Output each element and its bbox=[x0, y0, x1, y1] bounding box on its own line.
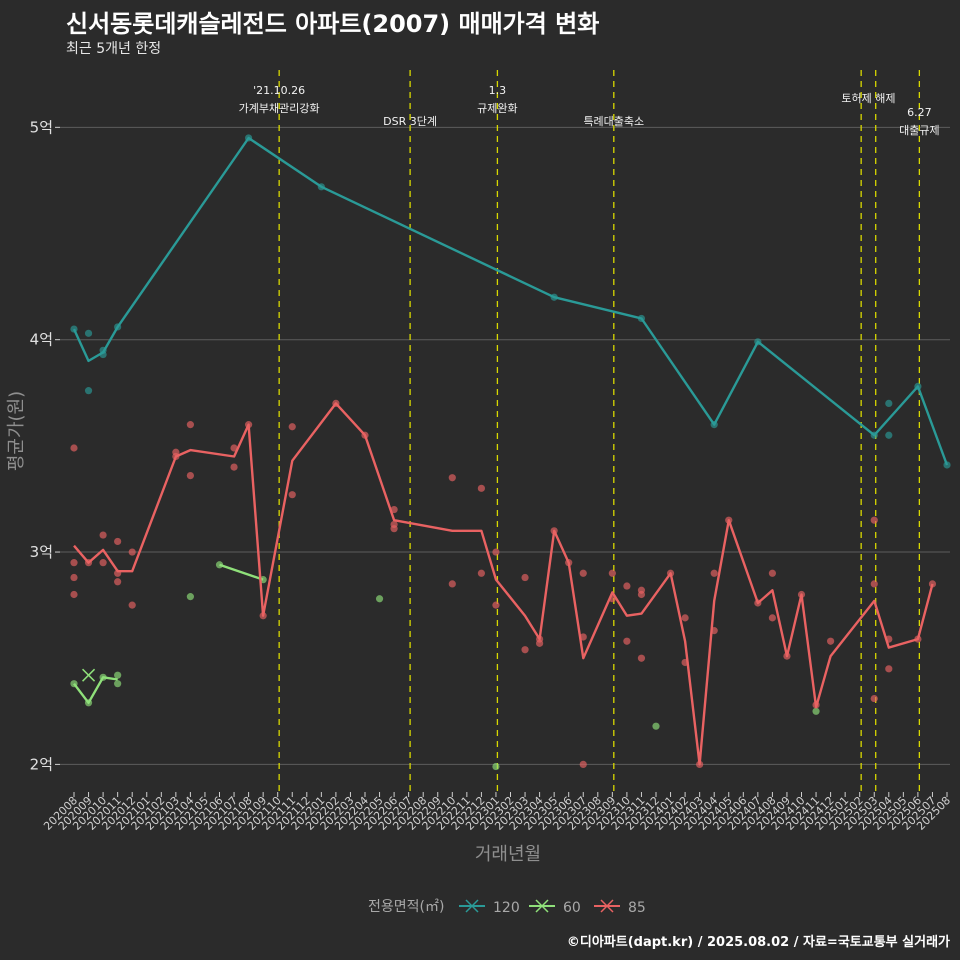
legend-label: 120 bbox=[493, 900, 520, 916]
data-point bbox=[885, 665, 893, 673]
data-point bbox=[70, 573, 78, 582]
data-point bbox=[536, 639, 544, 647]
x-axis-title: 거래년월 bbox=[475, 844, 541, 865]
event-label: 대출규제 bbox=[899, 124, 939, 137]
y-tick-label: 5억 bbox=[30, 118, 53, 136]
series-line bbox=[72, 136, 949, 466]
chart-subtitle: 최근 5개년 한정 bbox=[66, 41, 162, 57]
data-point bbox=[608, 569, 616, 577]
data-point bbox=[128, 548, 136, 556]
data-point bbox=[579, 569, 587, 577]
data-point bbox=[492, 601, 500, 609]
data-point bbox=[870, 694, 878, 703]
data-point bbox=[84, 387, 93, 395]
data-point bbox=[114, 671, 122, 679]
data-point bbox=[84, 329, 93, 337]
data-point bbox=[186, 421, 194, 429]
data-point bbox=[521, 573, 529, 582]
data-point bbox=[710, 569, 718, 577]
data-point bbox=[623, 637, 631, 645]
data-point bbox=[492, 548, 500, 556]
event-label: DSR 3단계 bbox=[383, 115, 437, 128]
event-label: 규제완화 bbox=[477, 102, 517, 115]
data-point bbox=[870, 516, 878, 524]
y-tick-label: 4억 bbox=[30, 331, 53, 349]
data-point bbox=[128, 601, 136, 609]
series-line bbox=[73, 676, 118, 704]
data-point bbox=[288, 491, 296, 499]
data-point bbox=[768, 569, 777, 577]
data-point bbox=[812, 707, 820, 715]
data-point bbox=[99, 559, 107, 567]
data-point bbox=[448, 580, 456, 588]
data-point bbox=[827, 637, 835, 645]
series-60 bbox=[70, 561, 820, 771]
legend-title: 전용면적(㎡) bbox=[368, 899, 444, 915]
data-point bbox=[390, 525, 398, 533]
event-label: 토허제 해제 bbox=[841, 91, 895, 105]
data-point bbox=[870, 580, 878, 588]
data-point bbox=[230, 463, 238, 471]
event-label: '21.10.26 bbox=[253, 84, 305, 97]
data-point bbox=[375, 595, 384, 603]
data-point bbox=[623, 582, 631, 590]
data-point bbox=[99, 531, 107, 539]
data-point bbox=[579, 760, 587, 768]
data-point bbox=[114, 537, 122, 546]
data-point bbox=[768, 614, 777, 622]
legend-key-cross bbox=[535, 899, 549, 913]
y-axis-title: 평균가(원) bbox=[6, 391, 27, 471]
event-label: 특례대출축소 bbox=[583, 115, 644, 128]
data-point bbox=[885, 431, 893, 439]
series-60-cross-marker bbox=[82, 668, 96, 682]
series-line bbox=[73, 402, 934, 766]
data-point bbox=[637, 590, 646, 599]
data-point bbox=[288, 423, 296, 431]
source-caption: ©디아파트(dapt.kr) / 2025.08.02 / 자료=국토교통부 실… bbox=[566, 935, 950, 950]
data-point bbox=[448, 474, 456, 482]
event-label: 1.3 bbox=[489, 84, 507, 97]
series-line bbox=[219, 563, 264, 581]
data-point bbox=[70, 444, 78, 452]
data-point bbox=[114, 680, 122, 688]
cross-stroke bbox=[82, 668, 96, 682]
y-tick-label: 3억 bbox=[30, 543, 53, 561]
series-85 bbox=[70, 399, 937, 768]
data-point bbox=[70, 590, 78, 599]
data-point bbox=[885, 399, 893, 407]
data-point bbox=[681, 614, 689, 622]
series-120 bbox=[70, 134, 951, 469]
data-point bbox=[637, 654, 646, 662]
data-point bbox=[477, 569, 485, 577]
y-tick-label: 2억 bbox=[30, 755, 53, 773]
event-label: 6.27 bbox=[907, 106, 932, 119]
event-label: 가계부채관리강화 bbox=[239, 102, 320, 115]
legend-label: 85 bbox=[628, 900, 646, 916]
data-point bbox=[70, 559, 78, 567]
legend-key-cross bbox=[465, 899, 479, 913]
legend-label: 60 bbox=[563, 900, 581, 916]
legend: 전용면적(㎡) 120 60 85 bbox=[368, 899, 646, 916]
data-point bbox=[521, 646, 529, 654]
data-point bbox=[652, 722, 660, 730]
data-point bbox=[477, 484, 485, 492]
data-point bbox=[114, 578, 122, 586]
data-point bbox=[186, 471, 194, 480]
data-point bbox=[186, 593, 194, 601]
chart-title: 신서동롯데캐슬레전드 아파트(2007) 매매가격 변화 bbox=[66, 10, 600, 38]
data-point bbox=[492, 762, 500, 771]
legend-key-cross bbox=[600, 899, 614, 913]
